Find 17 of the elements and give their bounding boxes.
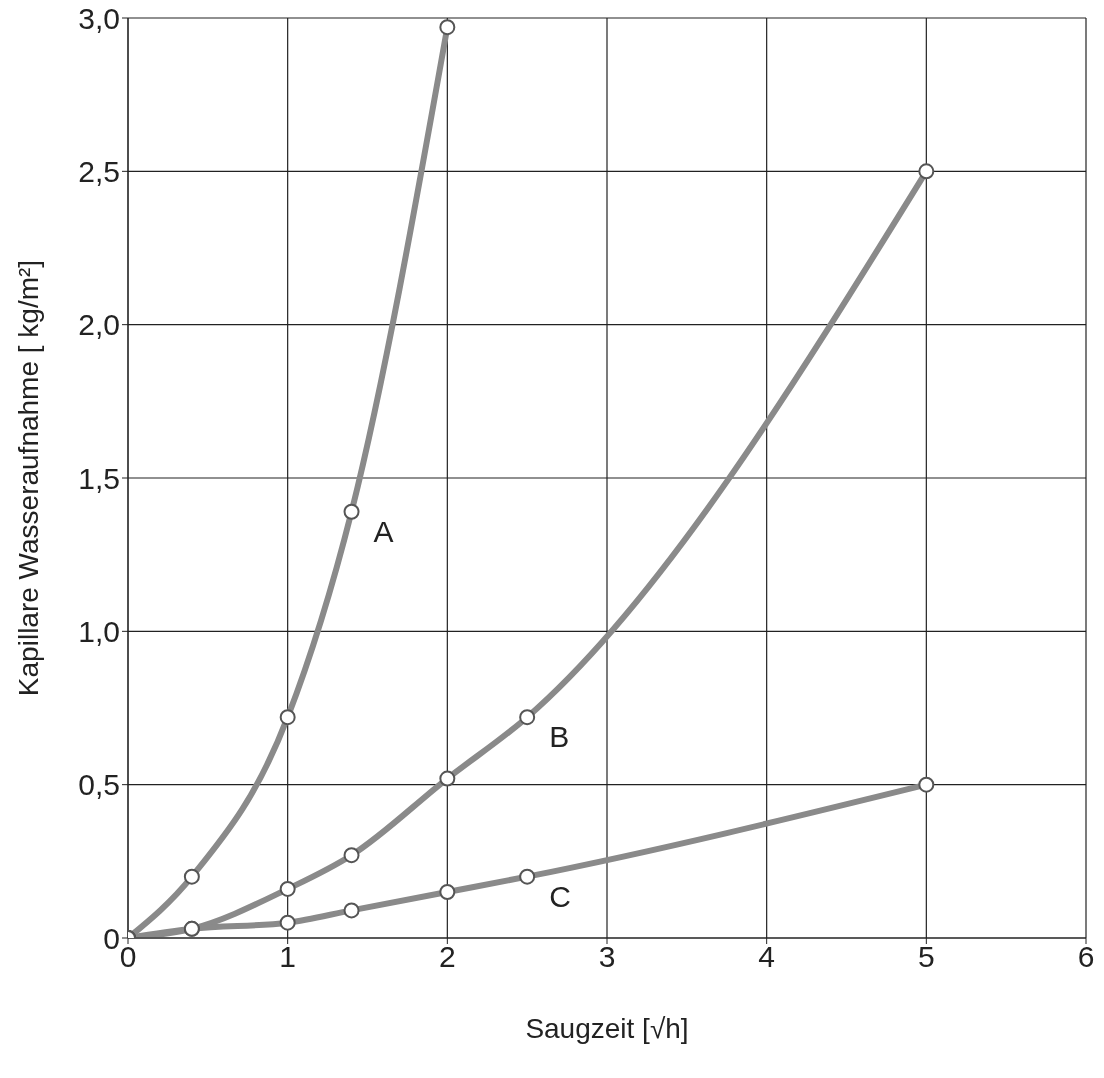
series-label: B <box>549 720 570 754</box>
x-tick-label: 1 <box>279 940 297 974</box>
x-tick-label: 3 <box>598 940 616 974</box>
x-tick-label: 2 <box>438 940 456 974</box>
y-axis-title: Kapillare Wasseraufnahme [ kg/m²] <box>12 259 44 697</box>
series-label: A <box>373 514 394 548</box>
y-tick-label: 0,5 <box>78 768 120 802</box>
y-tick-label: 3,0 <box>78 1 120 35</box>
y-tick-label: 1,0 <box>78 614 120 648</box>
y-tick-label: 1,5 <box>78 461 120 495</box>
x-tick-label: 5 <box>917 940 935 974</box>
x-tick-label: 6 <box>1077 940 1095 974</box>
x-tick-label: 4 <box>758 940 776 974</box>
y-tick-label: 2,0 <box>78 308 120 342</box>
y-tick-label: 2,5 <box>78 154 120 188</box>
x-axis-title: Saugzeit [√h] <box>525 1013 689 1044</box>
series-label: C <box>549 879 571 913</box>
